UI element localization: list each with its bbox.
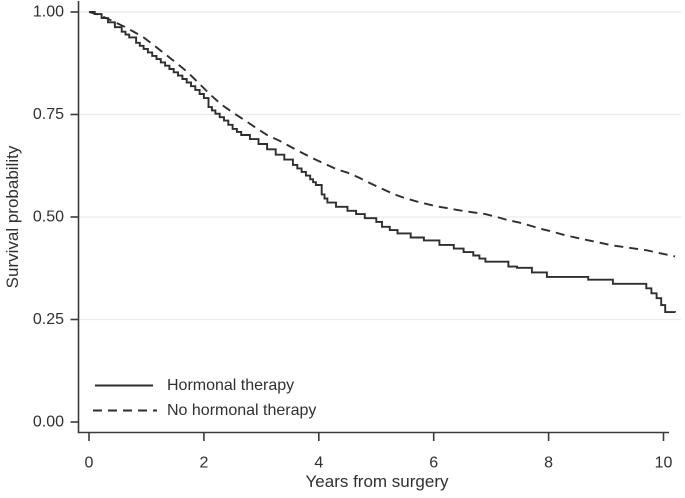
x-tick-label: 2 — [199, 454, 208, 471]
y-tick-label: 0.00 — [33, 414, 64, 431]
x-tick-label: 4 — [314, 454, 323, 471]
x-tick-label: 10 — [655, 454, 673, 471]
legend-label-no-hormonal-therapy: No hormonal therapy — [167, 402, 316, 419]
curves — [88, 11, 676, 314]
gridlines — [79, 11, 681, 321]
axis-spine — [77, 1, 669, 434]
y-tick-labels: 0.00 0.25 0.50 0.75 1.00 — [33, 4, 64, 431]
x-axis-title: Years from surgery — [306, 472, 449, 491]
y-axis-title: Survival probability — [3, 145, 22, 288]
curve-hormonal-therapy — [89, 11, 676, 314]
x-tick-label: 6 — [429, 454, 438, 471]
curve-no-hormonal-therapy — [88, 11, 676, 258]
y-tick-label: 1.00 — [33, 4, 64, 21]
x-ticks — [88, 433, 665, 441]
y-tick-label: 0.50 — [33, 209, 64, 226]
y-tick-label: 0.75 — [33, 106, 64, 123]
legend: Hormonal therapy No hormonal therapy — [93, 377, 316, 419]
y-tick-label: 0.25 — [33, 311, 64, 328]
y-ticks — [70, 11, 78, 423]
x-tick-label: 8 — [544, 454, 553, 471]
x-tick-labels: 0 2 4 6 8 10 — [85, 454, 673, 471]
legend-label-hormonal-therapy: Hormonal therapy — [167, 377, 294, 394]
x-tick-label: 0 — [85, 454, 94, 471]
